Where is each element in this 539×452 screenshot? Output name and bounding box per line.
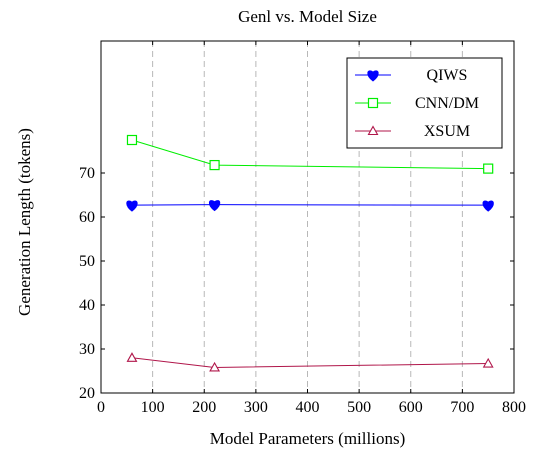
x-tick-label-400: 400 [296, 399, 320, 416]
grid-lines [152, 41, 463, 393]
x-tick-label-700: 700 [450, 399, 474, 416]
y-axis-label: Generation Length (tokens) [15, 128, 34, 316]
legend-label-xsum: XSUM [424, 123, 470, 140]
data-point-cnn-dm-1 [209, 159, 220, 171]
data-point-cnn-dm-0 [126, 134, 138, 146]
legend: QIWS CNN/DM XSUM [346, 57, 503, 149]
x-tick-label-100: 100 [141, 399, 165, 416]
y-tick-label-50: 50 [79, 253, 95, 270]
x-tick-label-300: 300 [244, 399, 268, 416]
legend-label-cnn-dm: CNN/DM [415, 95, 479, 112]
legend-marker-xsum [367, 125, 379, 136]
y-tick-label-20: 20 [79, 385, 95, 402]
y-tick-label-70: 70 [79, 165, 95, 182]
chart-title: Genl vs. Model Size [238, 7, 377, 26]
x-tick-label-200: 200 [192, 399, 216, 416]
x-tick-label-500: 500 [347, 399, 371, 416]
y-tick-label-40: 40 [79, 297, 95, 314]
series-line-xsum [131, 357, 489, 368]
data-point-xsum-1 [209, 361, 221, 372]
data-point-cnn-dm-2 [483, 163, 494, 174]
x-axis-label: Model Parameters (millions) [210, 429, 405, 448]
y-tick-label-60: 60 [79, 209, 95, 226]
x-tick-label-800: 800 [502, 399, 526, 416]
series-layer [126, 134, 494, 372]
y-tick-label-30: 30 [79, 341, 95, 358]
data-point-qiws-1 [208, 200, 221, 212]
axis-ticks: 0 100 200 300 400 500 600 700 800 20 30 40 50 60 70 [79, 41, 526, 416]
legend-label-qiws: QIWS [427, 67, 468, 84]
data-point-xsum-2 [482, 357, 494, 368]
x-tick-label-600: 600 [399, 399, 423, 416]
data-point-qiws-0 [126, 200, 138, 212]
data-point-qiws-2 [482, 200, 494, 212]
legend-marker-qiws [367, 70, 379, 82]
x-tick-label-0: 0 [97, 399, 105, 416]
data-point-xsum-0 [126, 352, 138, 362]
legend-marker-cnn-dm [367, 97, 379, 109]
